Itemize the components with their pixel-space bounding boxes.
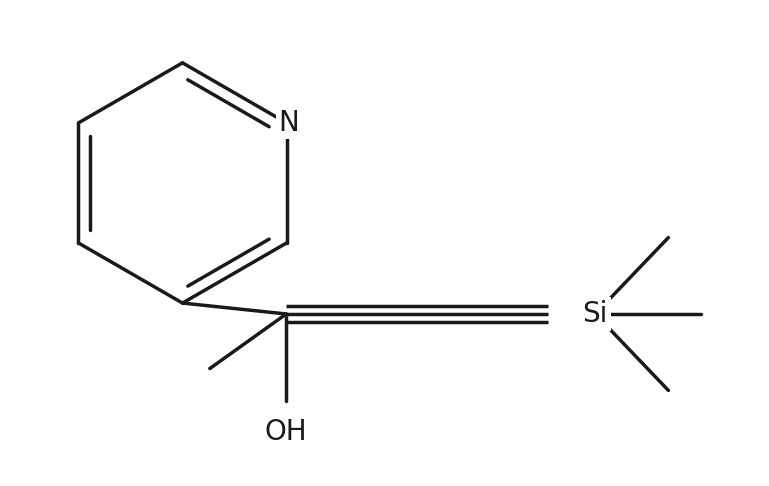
Text: OH: OH	[265, 417, 308, 446]
Text: Si: Si	[583, 300, 608, 328]
Text: N: N	[278, 109, 299, 137]
